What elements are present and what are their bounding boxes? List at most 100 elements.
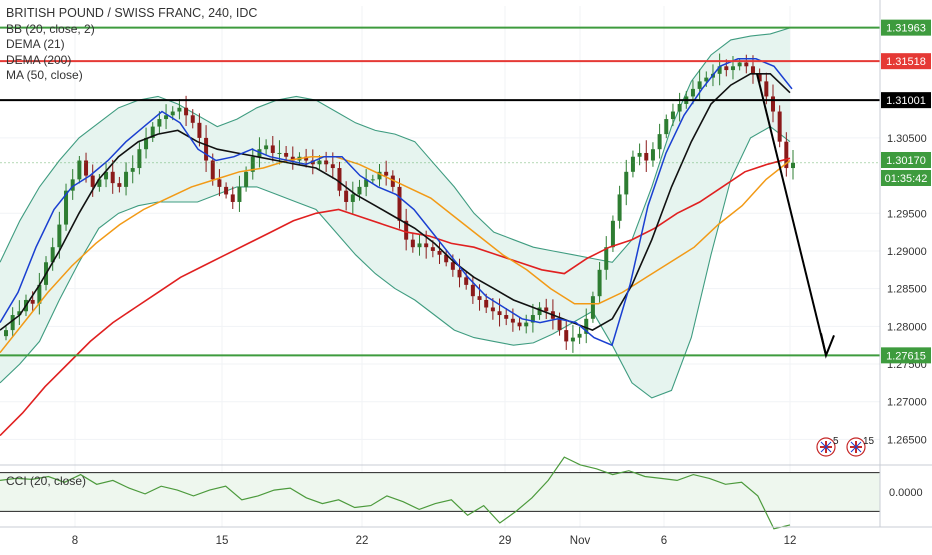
candle-body [437,250,442,255]
candle-body [784,141,789,169]
candle-body [370,179,375,181]
candle-body [164,115,169,120]
candle [504,308,509,326]
candle [384,160,389,186]
candle [197,113,202,147]
time-tick-label: Nov [570,535,591,547]
candle [124,162,129,196]
candle-body [90,175,95,187]
candle [237,175,242,212]
price-label-bg [881,152,931,168]
price-label-text: 01:35:42 [885,173,928,185]
candle [777,105,782,148]
candle [437,240,442,264]
price-tick-label: 1.26500 [887,434,927,446]
event-flags[interactable]: 5 15 [816,436,875,457]
candle-body [724,66,729,71]
candle-body [57,224,62,248]
candle-body [484,299,489,308]
candle [530,303,535,333]
candle-body [157,119,162,127]
candle [570,324,575,353]
time-tick-label: 29 [499,535,512,547]
candle-body [397,186,402,221]
candle-body [230,194,235,202]
candle-body [570,337,575,342]
candle [157,111,162,134]
candle [770,84,775,123]
candle [344,181,349,211]
candle-body [544,307,549,312]
candle [677,92,682,122]
price-label-bg [881,92,931,109]
candle [624,159,629,206]
price-label-text: 1.31518 [886,56,926,68]
candle [457,258,462,288]
cci-band [0,472,880,512]
candle-body [657,134,662,150]
candle [444,250,449,267]
candle [764,72,769,105]
legend-dema21[interactable]: DEMA (21) [6,37,65,51]
candle [584,308,589,344]
candle-body [177,107,182,112]
flag-diag-2 [820,441,832,453]
price-label: 01:35:42 [881,170,931,186]
candle [144,127,149,159]
candle-body [317,160,322,165]
candle [377,164,382,187]
event-flag[interactable]: 5 [816,436,839,457]
candle-body [217,179,222,187]
candle [337,161,342,197]
candle-body [537,307,542,316]
candle [417,233,422,256]
candle-body [337,168,342,191]
candle-body [224,186,229,195]
horizontal-levels[interactable] [0,26,880,357]
candle [17,300,22,326]
candle-body [324,160,329,165]
candle [130,155,135,184]
bb-lower-line [0,125,791,399]
candle [317,155,322,170]
candle [490,298,495,320]
candle [90,164,95,197]
price-label-bg [881,170,931,186]
candle [470,276,475,304]
legend-ma50[interactable]: MA (50, close) [6,68,83,82]
candle-body [244,171,249,187]
price-label: 1.30170 [881,152,931,168]
candle-body [97,179,102,187]
candle-body [610,220,615,248]
candle [750,55,755,84]
candle [77,155,82,184]
candle-body [144,137,149,150]
candle-body [670,111,675,120]
projection-arrow[interactable] [756,73,835,359]
candle-body [350,194,355,202]
candle [150,122,155,142]
candle [517,318,522,331]
candle [324,151,329,173]
event-flag[interactable]: 15 [846,436,875,457]
flag-diag-2 [850,441,862,453]
candle-body [717,66,722,74]
candle-body [50,247,55,263]
price-tick-label: 1.29000 [887,246,927,258]
candle [110,159,115,194]
candle-body [330,164,335,169]
legend-dema200[interactable]: DEMA (200) [6,52,72,67]
candle [37,272,42,315]
candle [544,298,549,320]
price-label-bg [881,19,931,36]
legend-bb[interactable]: BB (20, close, 2) [6,21,95,36]
candle [364,169,369,197]
candle-body [304,156,309,161]
cci-legend[interactable]: CCI (20, close) [6,474,87,488]
chart-title: BRITISH POUND / SWISS FRANC, 240, IDC [6,6,258,20]
candle [10,307,15,338]
candle [630,150,635,178]
projection-arrowhead [820,333,835,359]
